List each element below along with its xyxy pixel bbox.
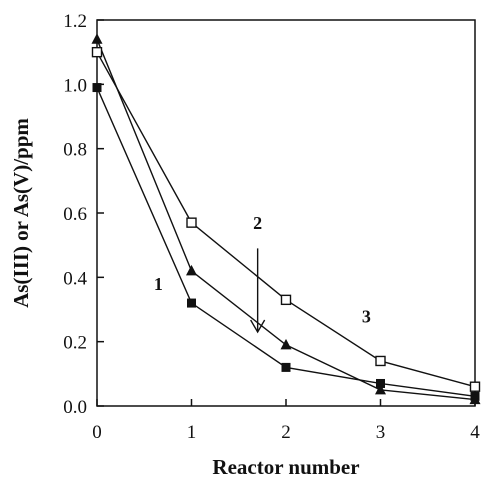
x-tick-label: 3	[376, 422, 386, 443]
data-point	[375, 355, 386, 367]
series-line-1	[96, 87, 476, 398]
y-tick-label: 0.8	[63, 140, 87, 161]
y-tick-label: 1.2	[63, 11, 87, 32]
x-tick-label: 1	[187, 422, 197, 443]
y-tick-label: 0.6	[63, 204, 87, 225]
x-tick-label: 4	[470, 422, 480, 443]
data-point	[91, 33, 103, 44]
y-tick-label: 1.0	[63, 75, 87, 96]
data-point	[280, 294, 292, 306]
curve-label-2: 2	[253, 213, 262, 233]
data-point	[186, 264, 197, 276]
y-axis-title: As(III) or As(V)/ppm	[9, 118, 33, 308]
x-tick-label: 2	[281, 422, 291, 443]
data-point	[469, 393, 481, 405]
x-axis-title: Reactor number	[212, 455, 359, 479]
series-line-3	[96, 51, 476, 388]
data-point	[91, 46, 103, 58]
data-point	[280, 338, 292, 350]
data-point	[376, 378, 385, 388]
data-point	[281, 362, 291, 372]
arrow-head	[250, 319, 266, 334]
data-point	[92, 83, 102, 93]
curve-label-1: 1	[154, 274, 163, 294]
y-tick-label: 0.2	[63, 333, 87, 354]
y-tick-label: 0.4	[63, 268, 87, 289]
data-point	[187, 298, 196, 308]
data-point	[186, 217, 197, 228]
x-tick-label: 0	[92, 422, 102, 443]
data-point	[375, 383, 386, 395]
y-axis-ticks: 0.0 0.2 0.4 0.6 0.8 1.0 1.2	[63, 11, 104, 418]
y-tick-label: 0.0	[63, 397, 87, 418]
annotation-layer: 1 2 3	[154, 213, 371, 334]
data-point	[469, 381, 481, 392]
series-layer	[91, 33, 481, 405]
curve-label-3: 3	[362, 306, 371, 326]
x-axis-ticks: 0 1 2 3 4	[92, 399, 480, 443]
